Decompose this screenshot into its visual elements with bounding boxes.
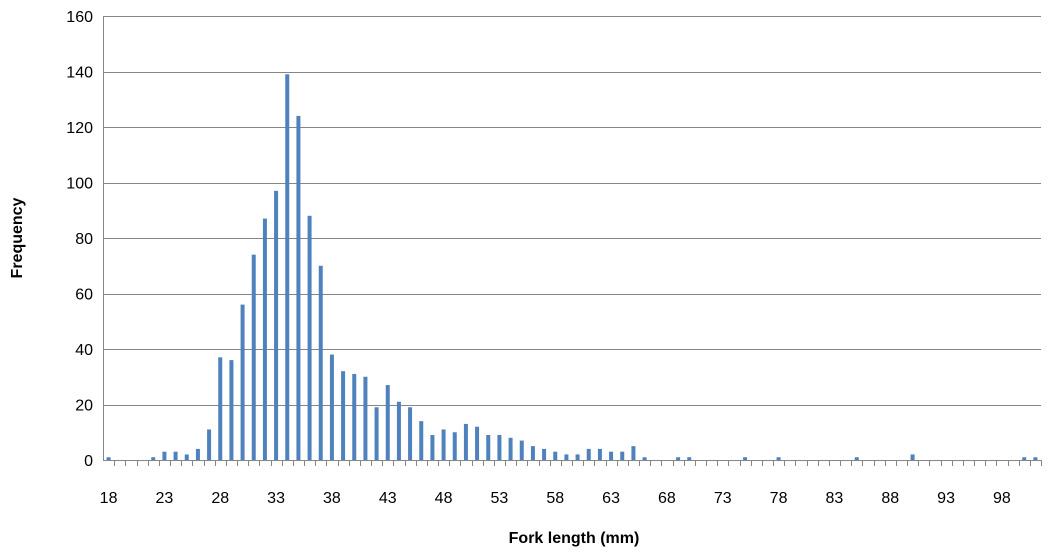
x-tick-label: 83 (826, 490, 844, 507)
y-axis-title: Frequency (9, 197, 26, 278)
bar (184, 454, 189, 460)
bar (564, 454, 569, 460)
y-tick-label: 60 (75, 287, 93, 304)
bar (910, 454, 915, 460)
y-tick-label: 120 (66, 120, 93, 137)
bar (475, 426, 480, 460)
bar (419, 421, 424, 460)
y-tick-label: 40 (75, 342, 93, 359)
bar (631, 446, 636, 461)
x-tick-label: 38 (323, 490, 341, 507)
bar (240, 304, 245, 460)
bar (642, 457, 647, 460)
bar (151, 457, 156, 460)
gridlines (103, 16, 1041, 406)
x-tick-label: 53 (491, 490, 509, 507)
bar (743, 457, 748, 460)
x-axis-tick-labels: 18 23 28 33 38 43 48 53 58 63 68 73 78 83 88 93 98 (100, 490, 1011, 507)
bar (452, 432, 457, 460)
bar (530, 446, 535, 461)
bar (296, 115, 301, 461)
bar (486, 435, 491, 460)
bar (597, 448, 602, 460)
bar (106, 457, 111, 460)
bar (1022, 457, 1027, 460)
x-tick-label: 93 (937, 490, 955, 507)
bar (274, 190, 279, 460)
bar (497, 435, 502, 460)
bar (430, 435, 435, 460)
bar (441, 429, 446, 460)
bar (854, 457, 859, 460)
bar (374, 407, 379, 460)
bar (285, 74, 290, 461)
x-tick-label: 63 (602, 490, 620, 507)
bar (251, 254, 256, 460)
bar (262, 218, 267, 460)
x-tick-label: 98 (993, 490, 1011, 507)
x-tick-label: 78 (770, 490, 788, 507)
y-tick-label: 140 (66, 65, 93, 82)
bar (195, 448, 200, 460)
y-tick-label: 20 (75, 398, 93, 415)
bar (329, 354, 334, 460)
x-axis-title: Fork length (mm) (509, 530, 640, 547)
x-tick-label: 28 (211, 490, 229, 507)
x-tick-label: 18 (100, 490, 118, 507)
y-tick-label: 160 (66, 9, 93, 26)
bar (776, 457, 781, 460)
y-axis-tick-labels: 0 20 40 60 80 100 120 140 160 (66, 9, 93, 470)
bar (162, 451, 167, 460)
y-tick-label: 0 (84, 453, 93, 470)
x-tick-label: 48 (435, 490, 453, 507)
bar (676, 457, 681, 460)
bar (307, 215, 312, 460)
bar (341, 371, 346, 460)
bar (575, 454, 580, 460)
bar (508, 437, 513, 460)
bar (463, 423, 468, 460)
bar (542, 448, 547, 460)
y-tick-label: 100 (66, 176, 93, 193)
bar (1033, 457, 1038, 460)
x-axis-ticks (114, 460, 1042, 466)
bar (229, 360, 234, 460)
x-tick-label: 58 (546, 490, 564, 507)
bar (173, 451, 178, 460)
bar (553, 451, 558, 460)
bar (207, 429, 212, 460)
bar (396, 401, 401, 460)
bars (106, 74, 1038, 461)
x-tick-label: 33 (267, 490, 285, 507)
x-tick-label: 43 (379, 490, 397, 507)
x-tick-label: 23 (156, 490, 174, 507)
bar (609, 451, 614, 460)
y-tick-label: 80 (75, 231, 93, 248)
bar (687, 457, 692, 460)
x-tick-label: 88 (881, 490, 899, 507)
x-tick-label: 68 (658, 490, 676, 507)
bar (363, 376, 368, 460)
bar (352, 373, 357, 460)
bar (519, 440, 524, 460)
bar (385, 385, 390, 460)
x-tick-label: 73 (714, 490, 732, 507)
bar (586, 448, 591, 460)
bar (408, 407, 413, 460)
bar (620, 451, 625, 460)
bar (218, 357, 223, 460)
bar (318, 265, 323, 460)
